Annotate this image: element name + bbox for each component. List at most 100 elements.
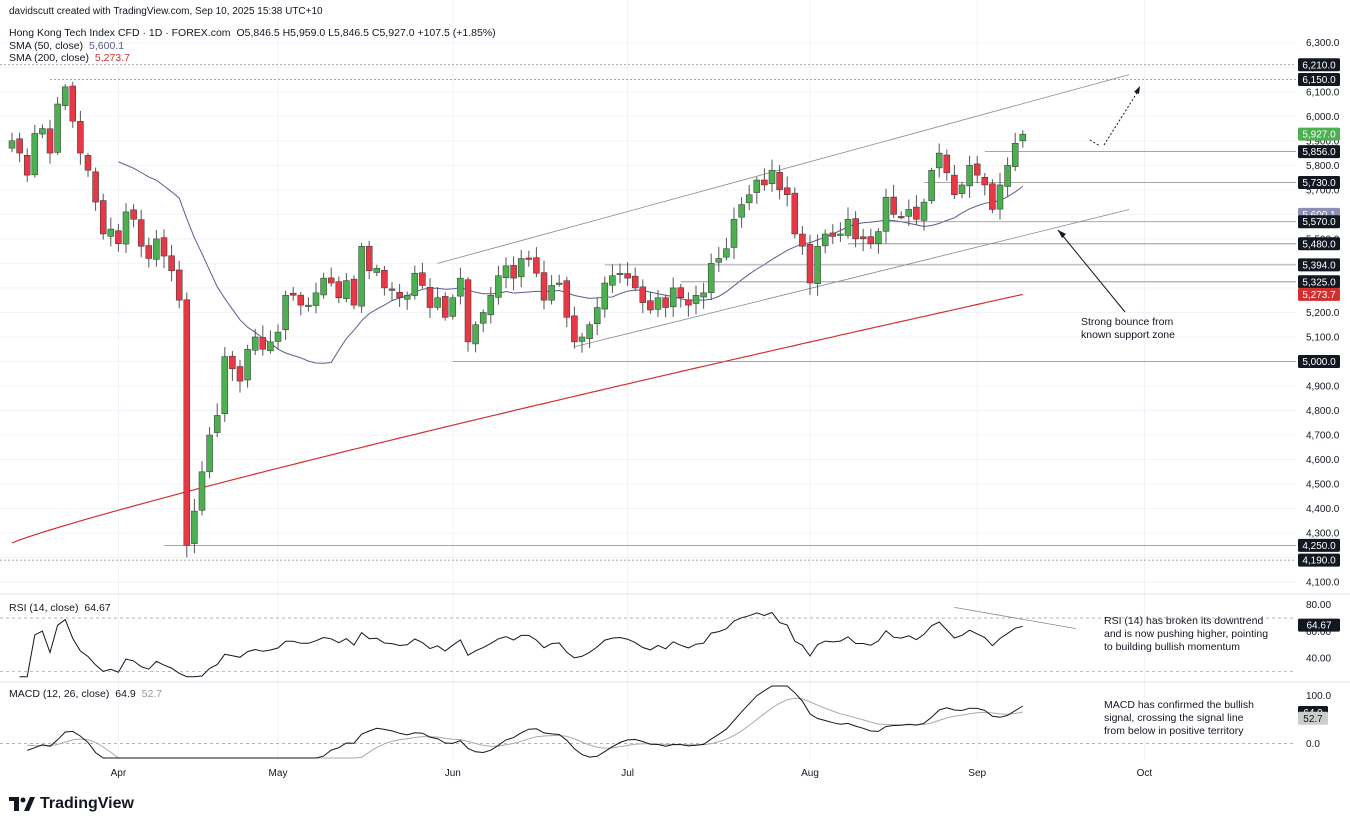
price-tick-label: 4,400.0	[1306, 504, 1340, 515]
tradingview-logo[interactable]: TradingView	[9, 795, 134, 813]
candle-body	[289, 292, 297, 296]
candle-body	[662, 297, 669, 308]
price-tag-label: 5,000.0	[1302, 357, 1336, 368]
candle-body	[913, 206, 920, 220]
symbol-line: Hong Kong Tech Index CFD · 1D · FOREX.co…	[9, 27, 499, 39]
candle-body	[39, 128, 46, 135]
candle-body	[601, 282, 609, 310]
candle-body	[84, 155, 92, 171]
candle-body	[419, 272, 426, 286]
price-tick-label: 6,000.0	[1306, 112, 1340, 123]
candle-body	[563, 280, 571, 318]
price-tag	[1298, 127, 1340, 141]
price-tick-label: 5,100.0	[1306, 332, 1340, 343]
candle-body	[654, 297, 662, 310]
time-tick-label: Oct	[1137, 768, 1153, 779]
price-tag	[1298, 215, 1340, 229]
rsi-line	[19, 611, 1023, 678]
price-tag-label: 6,210.0	[1302, 60, 1336, 71]
price-axis: 4,100.04,200.04,300.04,400.04,500.04,600…	[1306, 38, 1340, 588]
pullback-arrow	[1089, 139, 1101, 147]
price-tag	[1298, 145, 1340, 159]
candle-body	[343, 280, 350, 299]
candle-body	[495, 275, 502, 298]
price-tag-label: 6,150.0	[1302, 75, 1336, 86]
candle-body	[99, 200, 107, 235]
candle-body	[115, 230, 122, 245]
macd-tick-label: 0.0	[1306, 739, 1320, 750]
candle-body	[996, 184, 1004, 210]
sma200-legend[interactable]: SMA (200, close) 5,273.7	[9, 52, 133, 64]
candle-body	[1011, 143, 1019, 167]
price-tag	[1298, 58, 1340, 72]
candle-body	[768, 169, 776, 185]
time-axis: Apr May Jun Jul Aug Sep Oct	[111, 768, 1153, 779]
candle-body	[31, 133, 39, 176]
price-tag	[1298, 72, 1340, 86]
macd-signal-value: 52.7	[141, 688, 163, 700]
rsi-tick-label: 60.00	[1306, 627, 1331, 638]
candles	[8, 81, 1027, 558]
candle-body	[1004, 165, 1011, 187]
candle-body	[236, 366, 244, 382]
candle-body	[928, 169, 935, 202]
candle-body	[799, 233, 806, 247]
candle-body	[510, 265, 517, 279]
candle-body	[943, 154, 951, 173]
candle-body	[609, 275, 616, 286]
candle-body	[715, 258, 723, 263]
candle-body	[213, 415, 221, 433]
candle-body	[920, 201, 928, 221]
price-tag-label: 5,325.0	[1302, 277, 1336, 288]
candle-body	[396, 292, 403, 298]
candle-body	[282, 295, 289, 330]
candle-body	[578, 336, 586, 342]
candle-body	[540, 272, 548, 301]
candle-body	[16, 138, 23, 154]
candle-body	[631, 275, 639, 289]
candle-body	[312, 292, 320, 306]
candle-body	[449, 297, 457, 317]
candle-body	[639, 286, 647, 303]
candle-body	[472, 324, 479, 345]
candle-body	[859, 236, 867, 240]
macd-line	[27, 685, 1024, 759]
candle-body	[107, 228, 115, 237]
candle-body	[464, 279, 472, 343]
time-tick-label: Apr	[111, 768, 127, 779]
price-tick-label: 4,100.0	[1306, 578, 1340, 589]
candle-body	[723, 248, 730, 258]
macd-legend[interactable]: MACD (12, 26, close) 64.9 52.7	[9, 688, 165, 700]
candle-body	[502, 265, 510, 278]
price-tick-label: 4,700.0	[1306, 431, 1340, 442]
candle-body	[882, 196, 890, 232]
price-tick-label: 5,900.0	[1306, 136, 1340, 147]
upper-channel-line	[437, 74, 1130, 264]
candle-body	[616, 272, 624, 275]
sma50-legend[interactable]: SMA (50, close) 5,600.1	[9, 40, 127, 52]
ohlc-values: O5,846.5 H5,959.0 L5,846.5 C5,927.0 +107…	[236, 27, 496, 39]
candle-body	[738, 204, 745, 218]
candle-body	[434, 297, 441, 308]
candle-body	[244, 348, 251, 381]
candle-body	[335, 281, 343, 298]
candle-body	[1019, 133, 1027, 142]
price-tags: 6,210.06,150.05,927.05,856.05,730.05,600…	[1298, 58, 1340, 567]
sma200-label: SMA (200, close)	[9, 52, 89, 64]
macd-label: MACD (12, 26, close)	[9, 688, 110, 700]
candle-body	[441, 296, 449, 318]
candle-body	[122, 211, 130, 245]
rsi-legend[interactable]: RSI (14, close) 64.67	[9, 602, 114, 614]
candle-body	[852, 218, 859, 240]
rsi-value-tag-label: 64.67	[1306, 621, 1331, 632]
candle-body	[555, 282, 563, 285]
candle-body	[153, 238, 160, 260]
rsi-tick-label: 40.00	[1306, 654, 1331, 665]
candle-body	[669, 287, 677, 308]
sma50-value: 5,600.1	[89, 40, 125, 52]
candle-body	[350, 278, 358, 306]
candle-body	[198, 471, 206, 511]
candle-body	[327, 277, 335, 284]
symbol-title: Hong Kong Tech Index CFD · 1D · FOREX.co…	[9, 27, 231, 39]
